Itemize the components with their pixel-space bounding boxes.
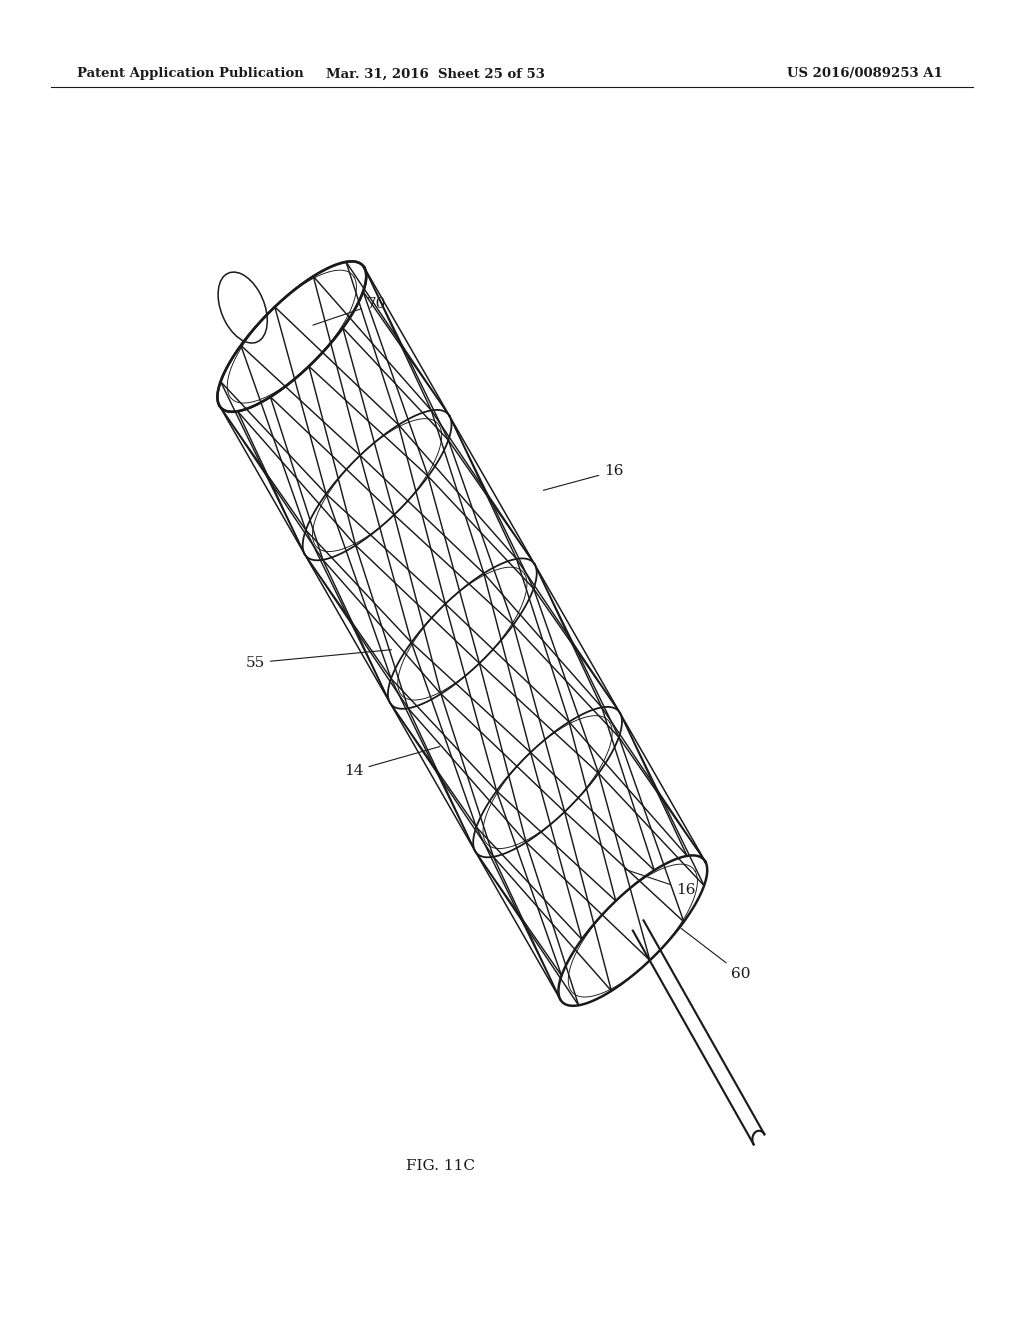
Text: FIG. 11C: FIG. 11C [406,1159,475,1172]
Text: US 2016/0089253 A1: US 2016/0089253 A1 [787,67,943,81]
Text: 70: 70 [313,297,386,325]
Text: Mar. 31, 2016  Sheet 25 of 53: Mar. 31, 2016 Sheet 25 of 53 [326,67,545,81]
Text: Patent Application Publication: Patent Application Publication [77,67,303,81]
Text: 16: 16 [626,870,695,896]
Text: 16: 16 [544,465,624,490]
Text: 55: 55 [246,649,391,669]
Text: 60: 60 [681,928,751,981]
Text: 14: 14 [344,747,439,777]
